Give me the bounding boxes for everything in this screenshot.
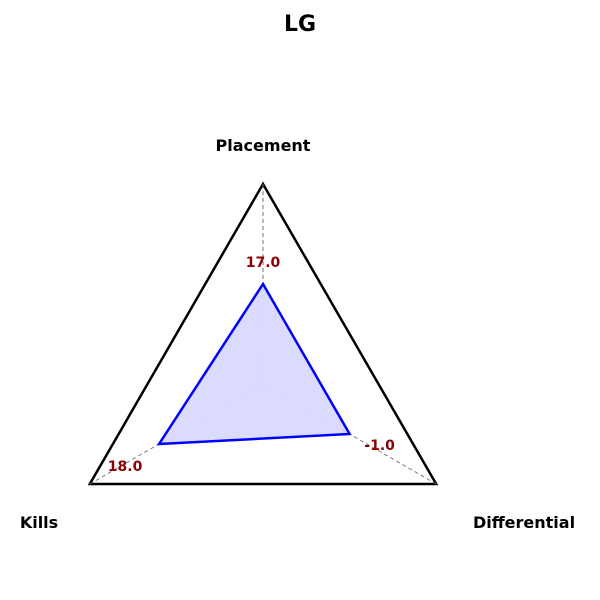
radar-series-layer xyxy=(156,281,352,446)
radar-outer-frame xyxy=(87,181,439,486)
value-label-differential: -1.0 xyxy=(364,438,395,454)
axis-label-placement: Placement xyxy=(216,136,311,155)
value-label-kills: 18.0 xyxy=(108,459,143,475)
radar-value-labels: 17.0 18.0 -1.0 xyxy=(108,255,395,475)
axis-label-differential: Differential xyxy=(473,513,575,532)
axis-label-kills: Kills xyxy=(20,513,58,532)
value-label-placement: 17.0 xyxy=(246,255,281,271)
chart-title: LG xyxy=(284,12,316,37)
series-polygon xyxy=(156,281,352,446)
